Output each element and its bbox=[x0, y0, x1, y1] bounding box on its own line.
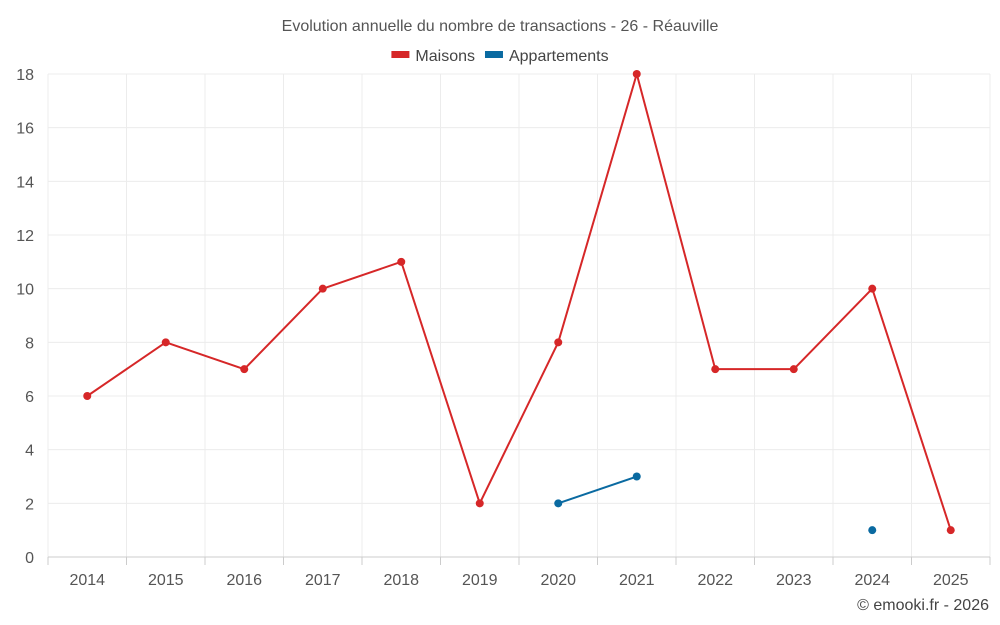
y-tick-label: 14 bbox=[16, 174, 34, 191]
x-tick-label: 2018 bbox=[383, 572, 419, 589]
series-layer bbox=[83, 70, 955, 535]
x-tick-label: 2015 bbox=[148, 572, 184, 589]
y-tick-label: 16 bbox=[16, 121, 34, 138]
y-tick-label: 8 bbox=[25, 335, 34, 352]
y-tick-label: 2 bbox=[25, 496, 34, 513]
axes: 0 2 4 6 8 10 12 14 16 18 2014 2015 2016 2017 2018 2019 2… bbox=[16, 67, 991, 589]
series-line bbox=[86, 73, 952, 531]
grid-lines bbox=[47, 73, 991, 557]
data-point[interactable] bbox=[789, 365, 798, 374]
x-tick-label: 2024 bbox=[854, 572, 890, 589]
x-tick-label: 2017 bbox=[305, 572, 341, 589]
series-maisons bbox=[83, 70, 955, 535]
data-point[interactable] bbox=[318, 284, 327, 293]
data-point[interactable] bbox=[475, 499, 484, 508]
x-tick-label: 2014 bbox=[69, 572, 105, 589]
chart-title: Evolution annuelle du nombre de transact… bbox=[282, 18, 719, 35]
series-line bbox=[557, 475, 638, 505]
legend-item-maisons[interactable]: Maisons bbox=[391, 48, 475, 65]
x-tick-label: 2019 bbox=[462, 572, 498, 589]
y-tick-label: 6 bbox=[25, 389, 34, 406]
x-tick-label: 2016 bbox=[226, 572, 262, 589]
x-tick-label: 2020 bbox=[540, 572, 576, 589]
data-point[interactable] bbox=[161, 338, 170, 347]
legend-label: Appartements bbox=[509, 48, 609, 65]
x-tick-label: 2023 bbox=[776, 572, 812, 589]
y-tick-label: 4 bbox=[25, 443, 34, 460]
y-tick-label: 10 bbox=[16, 282, 34, 299]
data-point[interactable] bbox=[83, 392, 92, 400]
data-point[interactable] bbox=[868, 284, 877, 293]
series-appartements bbox=[554, 472, 877, 535]
data-point[interactable] bbox=[946, 526, 955, 535]
legend-swatch bbox=[391, 51, 410, 58]
legend-label: Maisons bbox=[415, 48, 475, 65]
chart-credit: © emooki.fr - 2026 bbox=[857, 597, 989, 614]
chart-legend: Maisons Appartements bbox=[391, 48, 609, 65]
x-tick-label: 2022 bbox=[697, 572, 733, 589]
y-tick-label: 0 bbox=[25, 550, 34, 567]
data-point[interactable] bbox=[240, 365, 249, 374]
legend-swatch bbox=[484, 51, 503, 58]
data-point[interactable] bbox=[711, 365, 720, 374]
y-tick-label: 18 bbox=[16, 67, 34, 84]
legend-item-appartements[interactable]: Appartements bbox=[484, 48, 609, 65]
x-tick-label: 2025 bbox=[933, 572, 969, 589]
data-point[interactable] bbox=[868, 526, 877, 535]
y-tick-label: 12 bbox=[16, 228, 34, 245]
data-point[interactable] bbox=[397, 257, 406, 266]
data-point[interactable] bbox=[554, 338, 563, 347]
data-point[interactable] bbox=[632, 472, 641, 481]
data-point[interactable] bbox=[632, 70, 641, 78]
x-tick-label: 2021 bbox=[619, 572, 655, 589]
data-point[interactable] bbox=[554, 499, 563, 508]
